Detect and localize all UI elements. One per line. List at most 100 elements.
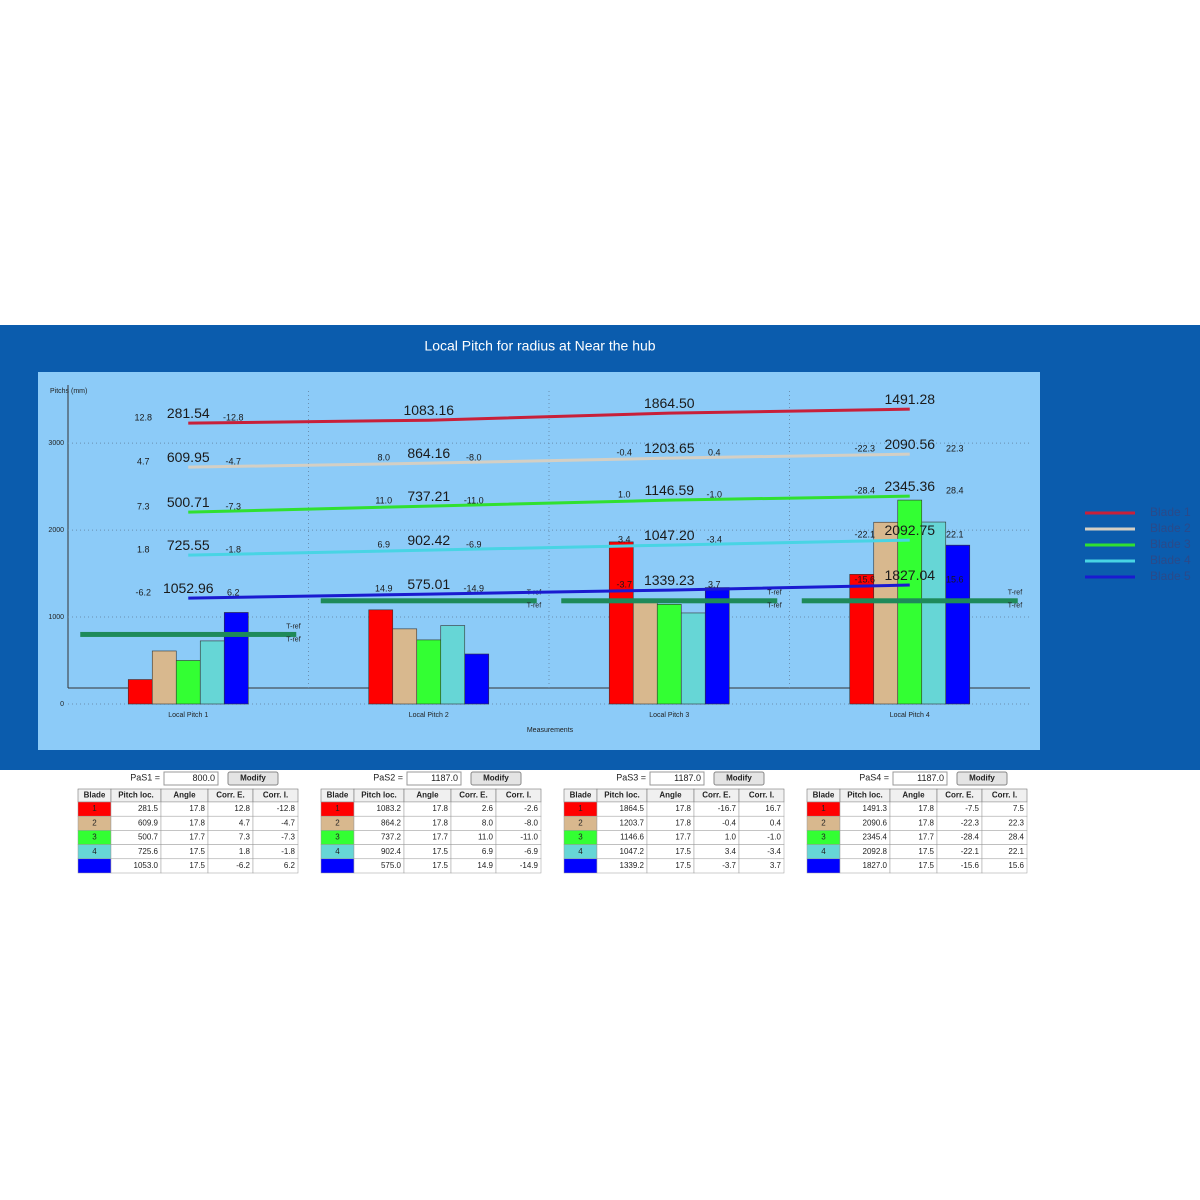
- line-value-label: 725.55: [167, 537, 210, 553]
- reference-bar: [80, 631, 297, 637]
- bar: [223, 612, 249, 705]
- header-label: Blade: [84, 791, 106, 800]
- legend-label: Blade 4: [1150, 553, 1191, 567]
- modify-button[interactable]: Modify: [726, 774, 752, 783]
- correction-label: -3.7: [616, 579, 632, 589]
- blade-line: [188, 494, 910, 514]
- correction-label: -22.1: [854, 529, 875, 539]
- modify-button-box[interactable]: [956, 771, 1008, 786]
- blade-color-cell: [77, 858, 112, 874]
- bar: [127, 679, 153, 705]
- table-value: 17.5: [675, 861, 691, 870]
- table-value: 1047.2: [620, 847, 645, 856]
- correction-label: 3.7: [708, 579, 721, 589]
- blade-number: 1: [335, 804, 340, 813]
- header-label: Angle: [173, 791, 196, 800]
- correction-label: 1.8: [137, 544, 150, 554]
- parameter-input[interactable]: 1187.0: [917, 773, 944, 783]
- table-value: -6.9: [524, 847, 538, 856]
- modify-button[interactable]: Modify: [969, 774, 995, 783]
- table-value: 17.8: [189, 804, 205, 813]
- line-value-label: 1491.28: [884, 391, 935, 407]
- table-value: 17.8: [675, 818, 691, 827]
- blade-number: 2: [578, 818, 583, 827]
- table-value: -14.9: [520, 861, 539, 870]
- correction-label: 12.8: [134, 413, 152, 423]
- correction-label: -6.9: [466, 539, 482, 549]
- y-tick-label: 0: [60, 701, 64, 708]
- modify-button[interactable]: Modify: [483, 774, 509, 783]
- header-label: Blade: [327, 791, 349, 800]
- line-value-label: 1203.65: [644, 440, 695, 456]
- correction-label: 22.3: [946, 443, 964, 453]
- table-value: 17.5: [189, 847, 205, 856]
- line-value-label: 1083.16: [403, 402, 454, 418]
- reference-bar: [561, 598, 778, 604]
- reference-label: T-ref: [527, 603, 541, 610]
- bar: [175, 660, 201, 705]
- modify-button-box[interactable]: [713, 771, 765, 786]
- bar: [921, 521, 947, 705]
- table-value: 1053.0: [134, 861, 159, 870]
- correction-label: 8.0: [377, 453, 390, 463]
- parameter-input[interactable]: 1187.0: [674, 773, 701, 783]
- chart-title: Local Pitch for radius at Near the hub: [424, 338, 655, 354]
- correction-label: 28.4: [946, 485, 964, 495]
- bar: [440, 625, 466, 705]
- header-label: Pitch loc.: [847, 791, 883, 800]
- line-value-label: 1146.59: [644, 482, 694, 498]
- parameter-input[interactable]: 1187.0: [431, 773, 458, 783]
- table-value: -22.3: [961, 818, 980, 827]
- parameter-input[interactable]: 800.0: [192, 773, 215, 783]
- parameter-label: PaS1 =: [130, 772, 160, 782]
- line-value-label: 902.42: [407, 532, 450, 548]
- correction-label: 22.1: [946, 529, 964, 539]
- table-value: 12.8: [234, 804, 250, 813]
- table-value: -7.3: [281, 833, 295, 842]
- blade-color-cell: [563, 858, 598, 874]
- table-value: 17.8: [918, 818, 934, 827]
- bar: [608, 541, 634, 705]
- x-tick-label: Local Pitch 2: [409, 712, 449, 719]
- table-value: 17.7: [189, 833, 205, 842]
- x-axis-label: Measurements: [527, 727, 574, 734]
- table-value: 902.4: [381, 847, 402, 856]
- parameter-input-box[interactable]: [649, 771, 705, 786]
- table-value: 2345.4: [863, 833, 888, 842]
- table-value: 6.9: [482, 847, 494, 856]
- table-value: 17.5: [918, 861, 934, 870]
- x-tick-label: Local Pitch 1: [168, 712, 208, 719]
- reference-label: T-ref: [1008, 590, 1022, 597]
- modify-button-box[interactable]: [470, 771, 522, 786]
- parameter-input-box[interactable]: [163, 771, 219, 786]
- bar: [416, 639, 442, 705]
- table-value: 15.6: [1008, 861, 1024, 870]
- bar: [368, 609, 394, 705]
- parameter-input-box[interactable]: [406, 771, 462, 786]
- correction-label: 3.4: [618, 534, 631, 544]
- header-label: Corr. E.: [459, 791, 487, 800]
- table-value: 2090.6: [863, 818, 888, 827]
- header-label: Corr. I.: [749, 791, 774, 800]
- blade-number: 4: [578, 847, 583, 856]
- parameter-input-box[interactable]: [892, 771, 948, 786]
- header-label: Pitch loc.: [118, 791, 154, 800]
- correction-label: -3.4: [706, 534, 722, 544]
- correction-label: -4.7: [225, 457, 241, 467]
- line-value-label: 864.16: [407, 445, 450, 461]
- modify-button[interactable]: Modify: [240, 774, 266, 783]
- table-value: 1203.7: [620, 818, 645, 827]
- table-value: 0.4: [770, 818, 782, 827]
- table-value: 1339.2: [620, 861, 645, 870]
- table-value: -22.1: [961, 847, 980, 856]
- line-value-label: 1052.96: [163, 580, 214, 596]
- y-tick-label: 3000: [48, 440, 64, 447]
- correction-label: -0.4: [616, 447, 632, 457]
- line-value-label: 1827.04: [884, 567, 935, 583]
- modify-button-box[interactable]: [227, 771, 279, 786]
- bar: [704, 587, 730, 705]
- header-label: Angle: [902, 791, 925, 800]
- table-value: 28.4: [1008, 833, 1024, 842]
- correction-label: -22.3: [854, 443, 875, 453]
- table-value: -0.4: [722, 818, 736, 827]
